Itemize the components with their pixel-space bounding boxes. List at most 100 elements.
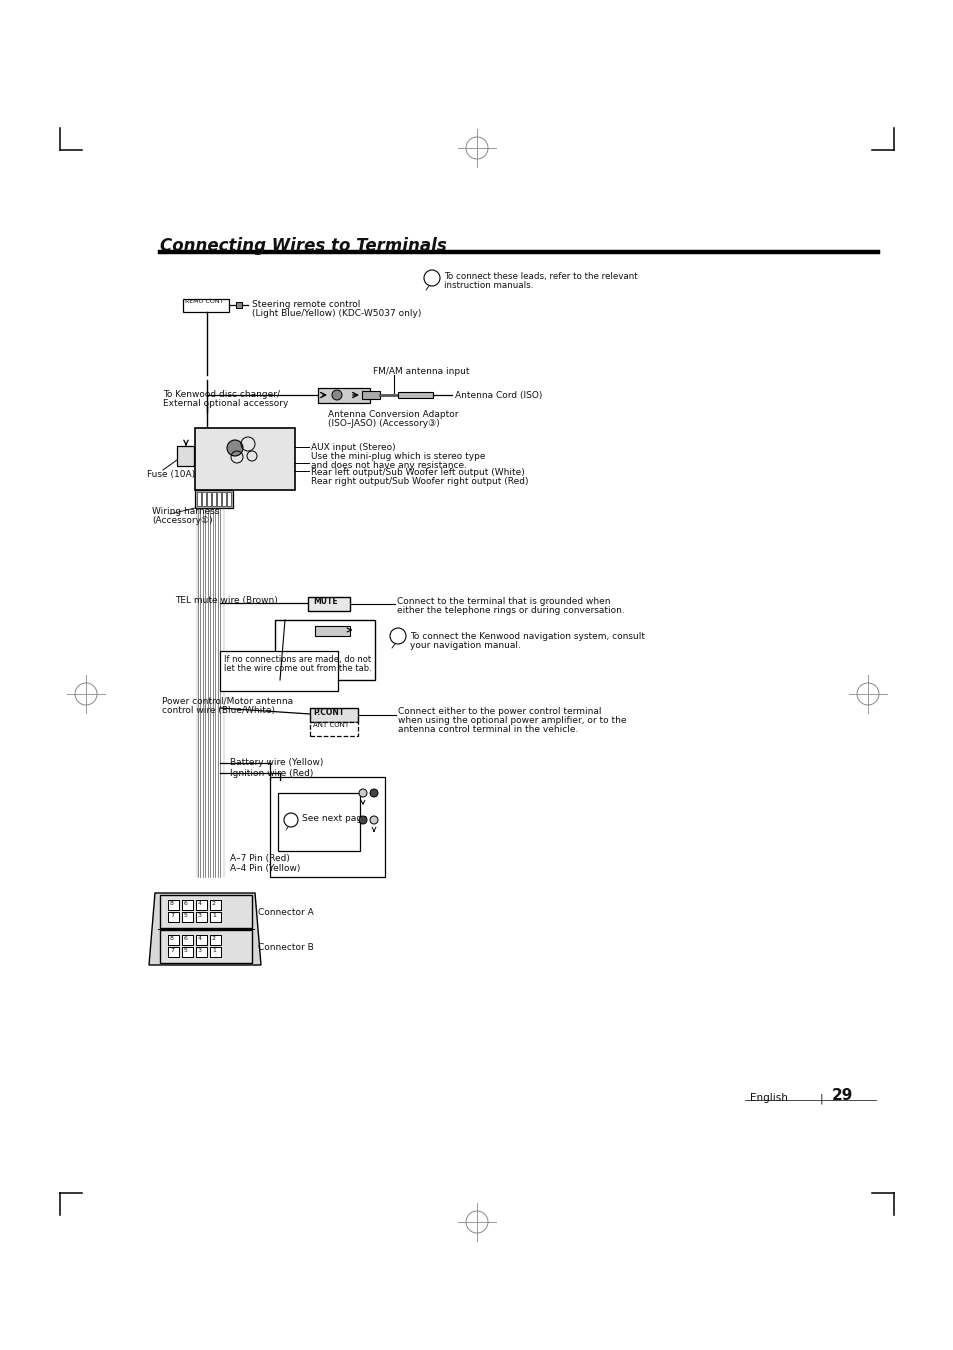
Text: 1: 1 — [212, 948, 215, 953]
Bar — [168, 946, 179, 957]
Bar — [310, 707, 357, 722]
Text: 5: 5 — [184, 913, 188, 918]
Text: 5: 5 — [184, 913, 188, 918]
Text: 1: 1 — [212, 913, 215, 918]
Text: antenna control terminal in the vehicle.: antenna control terminal in the vehicle. — [397, 725, 578, 734]
Text: 29: 29 — [831, 1088, 853, 1103]
Bar — [195, 946, 207, 957]
Bar — [210, 900, 221, 910]
Text: If no connections are made, do not: If no connections are made, do not — [224, 655, 371, 664]
Bar — [182, 936, 193, 945]
Bar — [195, 913, 207, 922]
Text: P.CONT: P.CONT — [313, 707, 344, 717]
Text: let the wire come out from the tab.: let the wire come out from the tab. — [224, 664, 372, 674]
Text: Battery wire (Yellow): Battery wire (Yellow) — [230, 757, 323, 767]
Bar — [168, 936, 179, 945]
Bar — [196, 491, 201, 506]
Bar — [195, 900, 207, 910]
Bar — [182, 900, 193, 910]
Bar — [277, 792, 359, 850]
Text: Fuse (10A): Fuse (10A) — [147, 470, 195, 479]
Text: TEL mute wire (Brown): TEL mute wire (Brown) — [174, 595, 277, 605]
Text: Steering remote control: Steering remote control — [252, 300, 360, 309]
Text: 8: 8 — [170, 900, 173, 906]
Text: 3: 3 — [198, 913, 202, 918]
Bar — [195, 900, 207, 910]
Bar — [160, 895, 252, 927]
Text: ANT CONT: ANT CONT — [313, 722, 349, 728]
Text: Connector A: Connector A — [257, 909, 314, 917]
Text: To connect the Kenwood navigation system, consult: To connect the Kenwood navigation system… — [410, 632, 644, 641]
Text: 7: 7 — [170, 948, 173, 953]
Text: 8: 8 — [170, 936, 173, 941]
Text: MUTE: MUTE — [313, 597, 337, 606]
Text: 7: 7 — [170, 948, 173, 953]
Circle shape — [423, 270, 439, 286]
Text: Power control/Motor antenna: Power control/Motor antenna — [162, 697, 293, 706]
Text: 3: 3 — [198, 948, 202, 953]
Circle shape — [390, 628, 406, 644]
Text: 4: 4 — [198, 936, 202, 941]
Bar — [182, 913, 193, 922]
Bar — [210, 936, 221, 945]
Circle shape — [284, 813, 297, 828]
Text: See next page: See next page — [302, 814, 367, 824]
Text: 2: 2 — [212, 900, 215, 906]
Text: 4: 4 — [198, 900, 202, 906]
Bar — [210, 913, 221, 922]
Text: Connect to the terminal that is grounded when: Connect to the terminal that is grounded… — [396, 597, 610, 606]
Text: 1: 1 — [212, 913, 215, 918]
Text: Connect either to the power control terminal: Connect either to the power control term… — [397, 707, 601, 716]
Bar — [168, 936, 179, 945]
Text: your navigation manual.: your navigation manual. — [410, 641, 520, 649]
Bar — [210, 946, 221, 957]
Text: Connecting Wires to Terminals: Connecting Wires to Terminals — [160, 238, 446, 255]
Text: (ISO–JASO) (Accessory③): (ISO–JASO) (Accessory③) — [328, 418, 439, 428]
Bar — [227, 491, 231, 506]
Bar — [194, 428, 294, 490]
Text: |: | — [820, 1094, 822, 1103]
Text: 3: 3 — [198, 913, 202, 918]
Text: 5: 5 — [184, 948, 188, 953]
Text: 4: 4 — [198, 936, 202, 941]
Text: To connect these leads, refer to the relevant: To connect these leads, refer to the rel… — [443, 271, 637, 281]
Bar — [182, 946, 193, 957]
Bar — [210, 946, 221, 957]
Bar — [216, 491, 221, 506]
Bar — [194, 490, 233, 508]
Text: Antenna Cord (ISO): Antenna Cord (ISO) — [455, 392, 542, 400]
Bar — [317, 387, 370, 404]
Bar — [168, 913, 179, 922]
Bar — [361, 392, 379, 400]
Text: Rear left output/Sub Woofer left output (White): Rear left output/Sub Woofer left output … — [311, 468, 524, 477]
Text: Antenna Conversion Adaptor: Antenna Conversion Adaptor — [328, 410, 458, 418]
Bar — [168, 900, 179, 910]
Text: control wire (Blue/White): control wire (Blue/White) — [162, 706, 274, 716]
Circle shape — [358, 788, 367, 796]
Text: instruction manuals.: instruction manuals. — [443, 281, 533, 290]
Text: 2: 2 — [212, 936, 215, 941]
Bar — [310, 722, 357, 736]
Bar — [222, 491, 226, 506]
Text: Rear right output/Sub Woofer right output (Red): Rear right output/Sub Woofer right outpu… — [311, 477, 528, 486]
Bar — [274, 620, 375, 680]
Circle shape — [358, 815, 367, 824]
Bar — [195, 946, 207, 957]
Bar — [210, 900, 221, 910]
Text: A–7 Pin (Red): A–7 Pin (Red) — [230, 855, 290, 863]
Bar — [168, 913, 179, 922]
Text: 5: 5 — [184, 948, 188, 953]
Polygon shape — [149, 892, 261, 965]
Bar — [182, 936, 193, 945]
Bar — [314, 626, 350, 636]
Text: (Accessory①): (Accessory①) — [152, 516, 213, 525]
Bar — [308, 597, 350, 612]
Text: 8: 8 — [170, 936, 173, 941]
Text: A–4 Pin (Yellow): A–4 Pin (Yellow) — [230, 864, 300, 873]
Circle shape — [370, 815, 377, 824]
Bar — [182, 913, 193, 922]
Text: FM/AM antenna input: FM/AM antenna input — [373, 367, 469, 377]
Text: 4: 4 — [198, 900, 202, 906]
Bar — [177, 446, 193, 466]
Bar — [270, 778, 385, 878]
